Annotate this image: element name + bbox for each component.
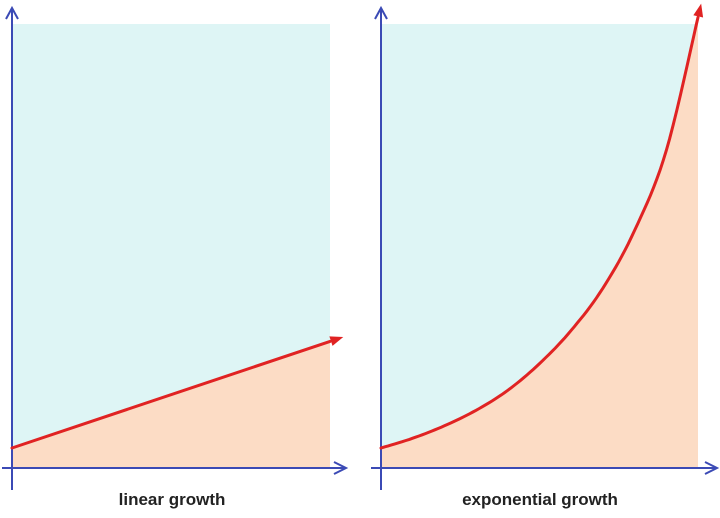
growth-curve-arrowhead (329, 336, 344, 346)
exponential-growth-caption: exponential growth (462, 490, 618, 509)
area-under-curve (381, 17, 698, 469)
growth-curve (379, 15, 700, 450)
y-axis-arrowhead (5, 5, 19, 20)
growth-curve (10, 339, 332, 450)
linear-growth-panel (2, 5, 349, 490)
growth-curve-arrowhead (693, 3, 704, 18)
exponential-growth-panel (371, 3, 720, 490)
x-axis-arrowhead (333, 461, 349, 475)
linear-growth-caption: linear growth (118, 490, 226, 509)
y-axis-arrowhead (374, 5, 388, 20)
x-axis-arrowhead (704, 461, 720, 475)
area-under-curve (12, 341, 330, 468)
